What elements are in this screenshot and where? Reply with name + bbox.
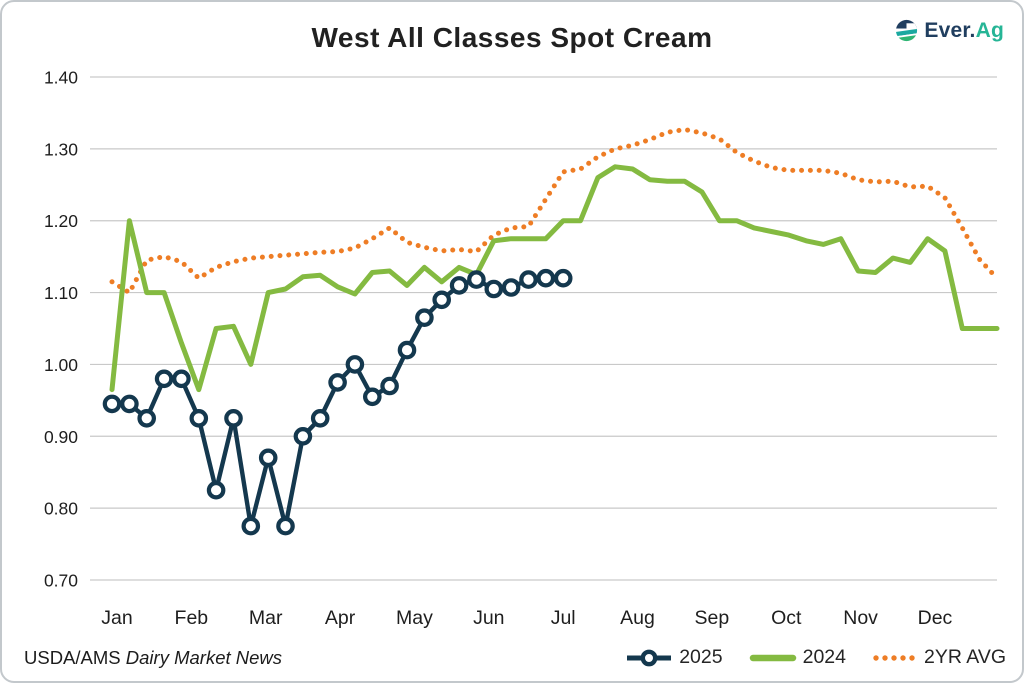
series-2025-marker — [241, 516, 261, 536]
legend-label-2024: 2024 — [802, 646, 846, 668]
series-2025-marker — [120, 394, 139, 414]
chart-title: West All Classes Spot Cream — [311, 22, 713, 53]
series-2025-marker — [397, 340, 417, 360]
y-tick-label: 1.10 — [44, 283, 78, 303]
series-2025-marker — [519, 270, 538, 289]
series-2025-marker — [102, 394, 122, 414]
y-tick-label: 0.80 — [44, 499, 78, 519]
y-tick-label: 0.90 — [44, 427, 78, 447]
legend-item-2yr-avg: 2YR AVG — [872, 646, 1006, 669]
source-prefix: USDA/AMS — [24, 647, 126, 668]
x-tick-label: Apr — [325, 607, 356, 629]
series-2024-line — [109, 164, 1000, 393]
series-2025-marker — [154, 369, 174, 389]
logo-text-ever: Ever. — [924, 18, 976, 42]
series-2025-marker — [189, 408, 209, 428]
chart-legend: 2025 2024 2YR AVG — [625, 646, 1006, 669]
series-2025-marker — [553, 268, 573, 288]
series-2025-marker — [328, 373, 347, 392]
x-tick-label: Sep — [695, 607, 730, 629]
series-2025-marker — [536, 268, 556, 288]
y-tick-label: 1.40 — [44, 68, 78, 88]
series-2025-marker — [206, 480, 226, 500]
x-tick-label: Jul — [551, 607, 576, 629]
legend-item-2025: 2025 — [625, 646, 723, 669]
x-tick-label: Nov — [843, 607, 878, 629]
series-2025-marker — [380, 376, 399, 396]
series-2025-marker — [432, 290, 451, 310]
x-tick-label: Dec — [918, 607, 953, 629]
legend-label-2yr-avg: 2YR AVG — [923, 646, 1006, 668]
series-2025-marker — [258, 448, 278, 468]
series-2025-marker — [345, 355, 365, 374]
series-2025-marker — [362, 387, 382, 407]
x-tick-label: Oct — [771, 607, 802, 629]
series-2025-marker — [484, 279, 504, 299]
series-2025-marker — [172, 369, 191, 389]
source-name: Dairy Market News — [125, 647, 283, 668]
series-2025-line — [112, 276, 564, 529]
series-2025-marker — [501, 278, 521, 297]
x-tick-label: May — [396, 607, 433, 629]
everag-logo-icon — [894, 18, 919, 43]
series-2025-marker — [310, 408, 330, 428]
x-tick-label: Jun — [473, 607, 504, 629]
series-2yr-avg-line — [109, 127, 1000, 296]
series-2025-marker — [224, 408, 243, 428]
x-tick-label: Aug — [620, 607, 655, 629]
series-2025-marker — [449, 276, 469, 295]
legend-item-2024: 2024 — [749, 646, 846, 669]
everag-logo: Ever.Ag — [894, 18, 1004, 43]
y-tick-label: 1.00 — [44, 355, 78, 375]
series-2025-marker — [293, 426, 313, 446]
x-tick-label: Mar — [249, 607, 283, 629]
series-2025-marker — [137, 408, 156, 428]
series-2025-marker — [467, 270, 486, 289]
legend-swatch-2yr-dots-icon — [872, 647, 918, 669]
legend-swatch-2025-line-marker-icon — [625, 647, 673, 669]
source-attribution: USDA/AMS Dairy Market News — [24, 647, 282, 669]
x-tick-label: Jan — [101, 607, 132, 629]
logo-text-ag: Ag — [975, 18, 1004, 42]
x-tick-label: Feb — [175, 607, 209, 629]
everag-logo-text: Ever.Ag — [924, 19, 1004, 43]
y-tick-label: 0.70 — [44, 571, 78, 591]
series-2025-marker — [276, 516, 295, 536]
series-2025-marker — [415, 308, 434, 327]
y-tick-label: 1.20 — [44, 211, 78, 231]
legend-swatch-2024-line-icon — [749, 647, 797, 669]
legend-label-2025: 2025 — [679, 646, 723, 668]
y-tick-label: 1.30 — [44, 139, 78, 159]
